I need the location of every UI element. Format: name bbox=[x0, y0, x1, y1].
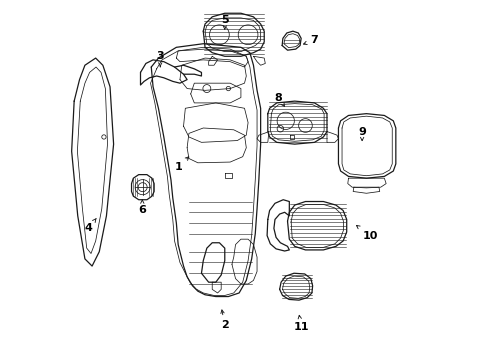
Text: 5: 5 bbox=[221, 15, 228, 29]
Text: 3: 3 bbox=[156, 51, 163, 67]
Text: 4: 4 bbox=[84, 219, 96, 233]
Text: 9: 9 bbox=[357, 127, 366, 141]
Text: 1: 1 bbox=[174, 157, 188, 172]
Text: 6: 6 bbox=[138, 200, 146, 216]
Text: 2: 2 bbox=[221, 310, 228, 330]
Text: 7: 7 bbox=[303, 35, 318, 45]
Text: 10: 10 bbox=[356, 225, 377, 240]
Text: 8: 8 bbox=[274, 93, 284, 106]
Text: 11: 11 bbox=[293, 315, 308, 332]
